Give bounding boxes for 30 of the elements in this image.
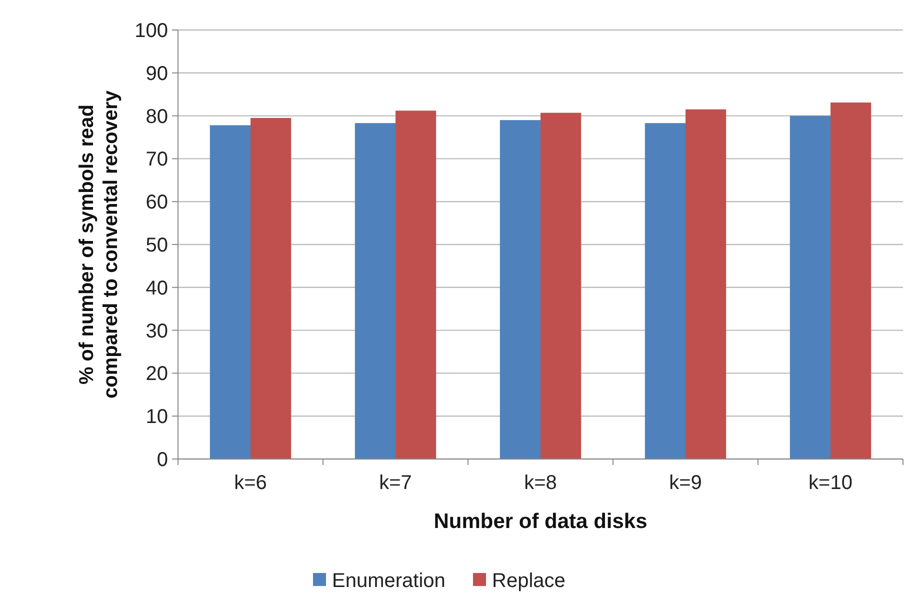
y-tick-label: 10 bbox=[146, 406, 168, 428]
bar bbox=[396, 110, 436, 459]
bar bbox=[500, 120, 540, 459]
bar bbox=[250, 118, 292, 459]
y-tick-label: 50 bbox=[146, 234, 168, 256]
x-tick-label: k=10 bbox=[808, 472, 852, 494]
x-tick-label: k=6 bbox=[234, 472, 267, 494]
y-tick-label: 70 bbox=[146, 148, 168, 171]
x-tick-label: k=7 bbox=[379, 472, 412, 494]
y-tick-label: 100 bbox=[134, 20, 168, 42]
y-tick-label: 80 bbox=[146, 106, 168, 128]
x-axis-title: Number of data disks bbox=[434, 510, 648, 533]
y-tick-label: 60 bbox=[146, 192, 168, 214]
y-axis-title: % of number of symbols read compared to convental recovery bbox=[76, 90, 122, 398]
y-tick-label: 40 bbox=[146, 277, 168, 300]
legend-label: Enumeration bbox=[332, 570, 446, 592]
bar bbox=[354, 123, 396, 459]
bar bbox=[830, 102, 872, 459]
x-tick-label: k=9 bbox=[669, 472, 702, 494]
bar bbox=[790, 116, 830, 459]
x-tick-label: k=8 bbox=[524, 472, 557, 494]
bar bbox=[686, 109, 726, 459]
bar bbox=[210, 125, 250, 459]
y-tick-label: 20 bbox=[146, 363, 168, 386]
bar bbox=[540, 112, 582, 459]
y-tick-label: 0 bbox=[156, 449, 168, 471]
legend-label: Replace bbox=[492, 570, 566, 592]
y-tick-label: 30 bbox=[146, 320, 168, 342]
bar bbox=[644, 123, 686, 459]
y-tick-label: 90 bbox=[146, 62, 168, 85]
